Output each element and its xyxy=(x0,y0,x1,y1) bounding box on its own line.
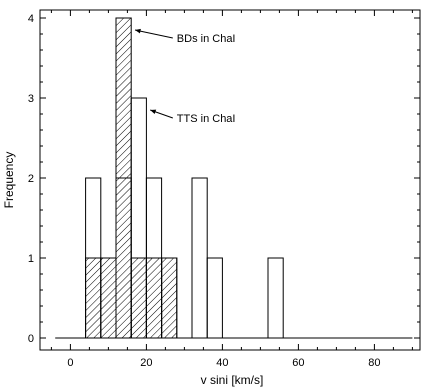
tts-bar xyxy=(206,257,223,339)
bd-bar xyxy=(85,257,102,339)
annotations: BDs in ChaI TTS in ChaI xyxy=(134,28,236,125)
y-tick-label: 3 xyxy=(28,93,34,105)
y-tick-label: 1 xyxy=(28,253,34,265)
x-tick-label: 40 xyxy=(216,357,228,369)
bd-bar xyxy=(145,257,163,339)
bd-bar xyxy=(161,257,178,339)
annotation-arrowhead xyxy=(135,28,141,34)
tts-bar xyxy=(267,257,284,339)
annotation-label: BDs in ChaI xyxy=(177,33,236,45)
tick-labels: 0 20 40 60 80 0 1 2 3 4 xyxy=(28,13,381,369)
tts-bar xyxy=(191,177,208,339)
bd-series xyxy=(85,17,178,339)
x-tick-label: 0 xyxy=(67,357,73,369)
annotation-label: TTS in ChaI xyxy=(177,113,236,125)
bd-bar xyxy=(115,17,132,339)
x-tick-label: 80 xyxy=(368,357,380,369)
y-tick-label: 0 xyxy=(28,333,34,345)
annotation-arrow xyxy=(134,29,173,39)
x-tick-label: 60 xyxy=(292,357,304,369)
y-tick-label: 2 xyxy=(28,173,34,185)
axis-ticks xyxy=(40,10,420,350)
y-tick-label: 4 xyxy=(28,13,34,25)
plot-frame xyxy=(39,9,421,351)
bd-bar xyxy=(100,257,117,339)
bd-bar xyxy=(130,257,147,339)
y-axis-label: Frequency xyxy=(2,152,16,209)
x-axis-label: v sini [km/s] xyxy=(201,373,264,387)
x-tick-label: 20 xyxy=(140,357,152,369)
annotation-arrowhead xyxy=(150,109,157,115)
